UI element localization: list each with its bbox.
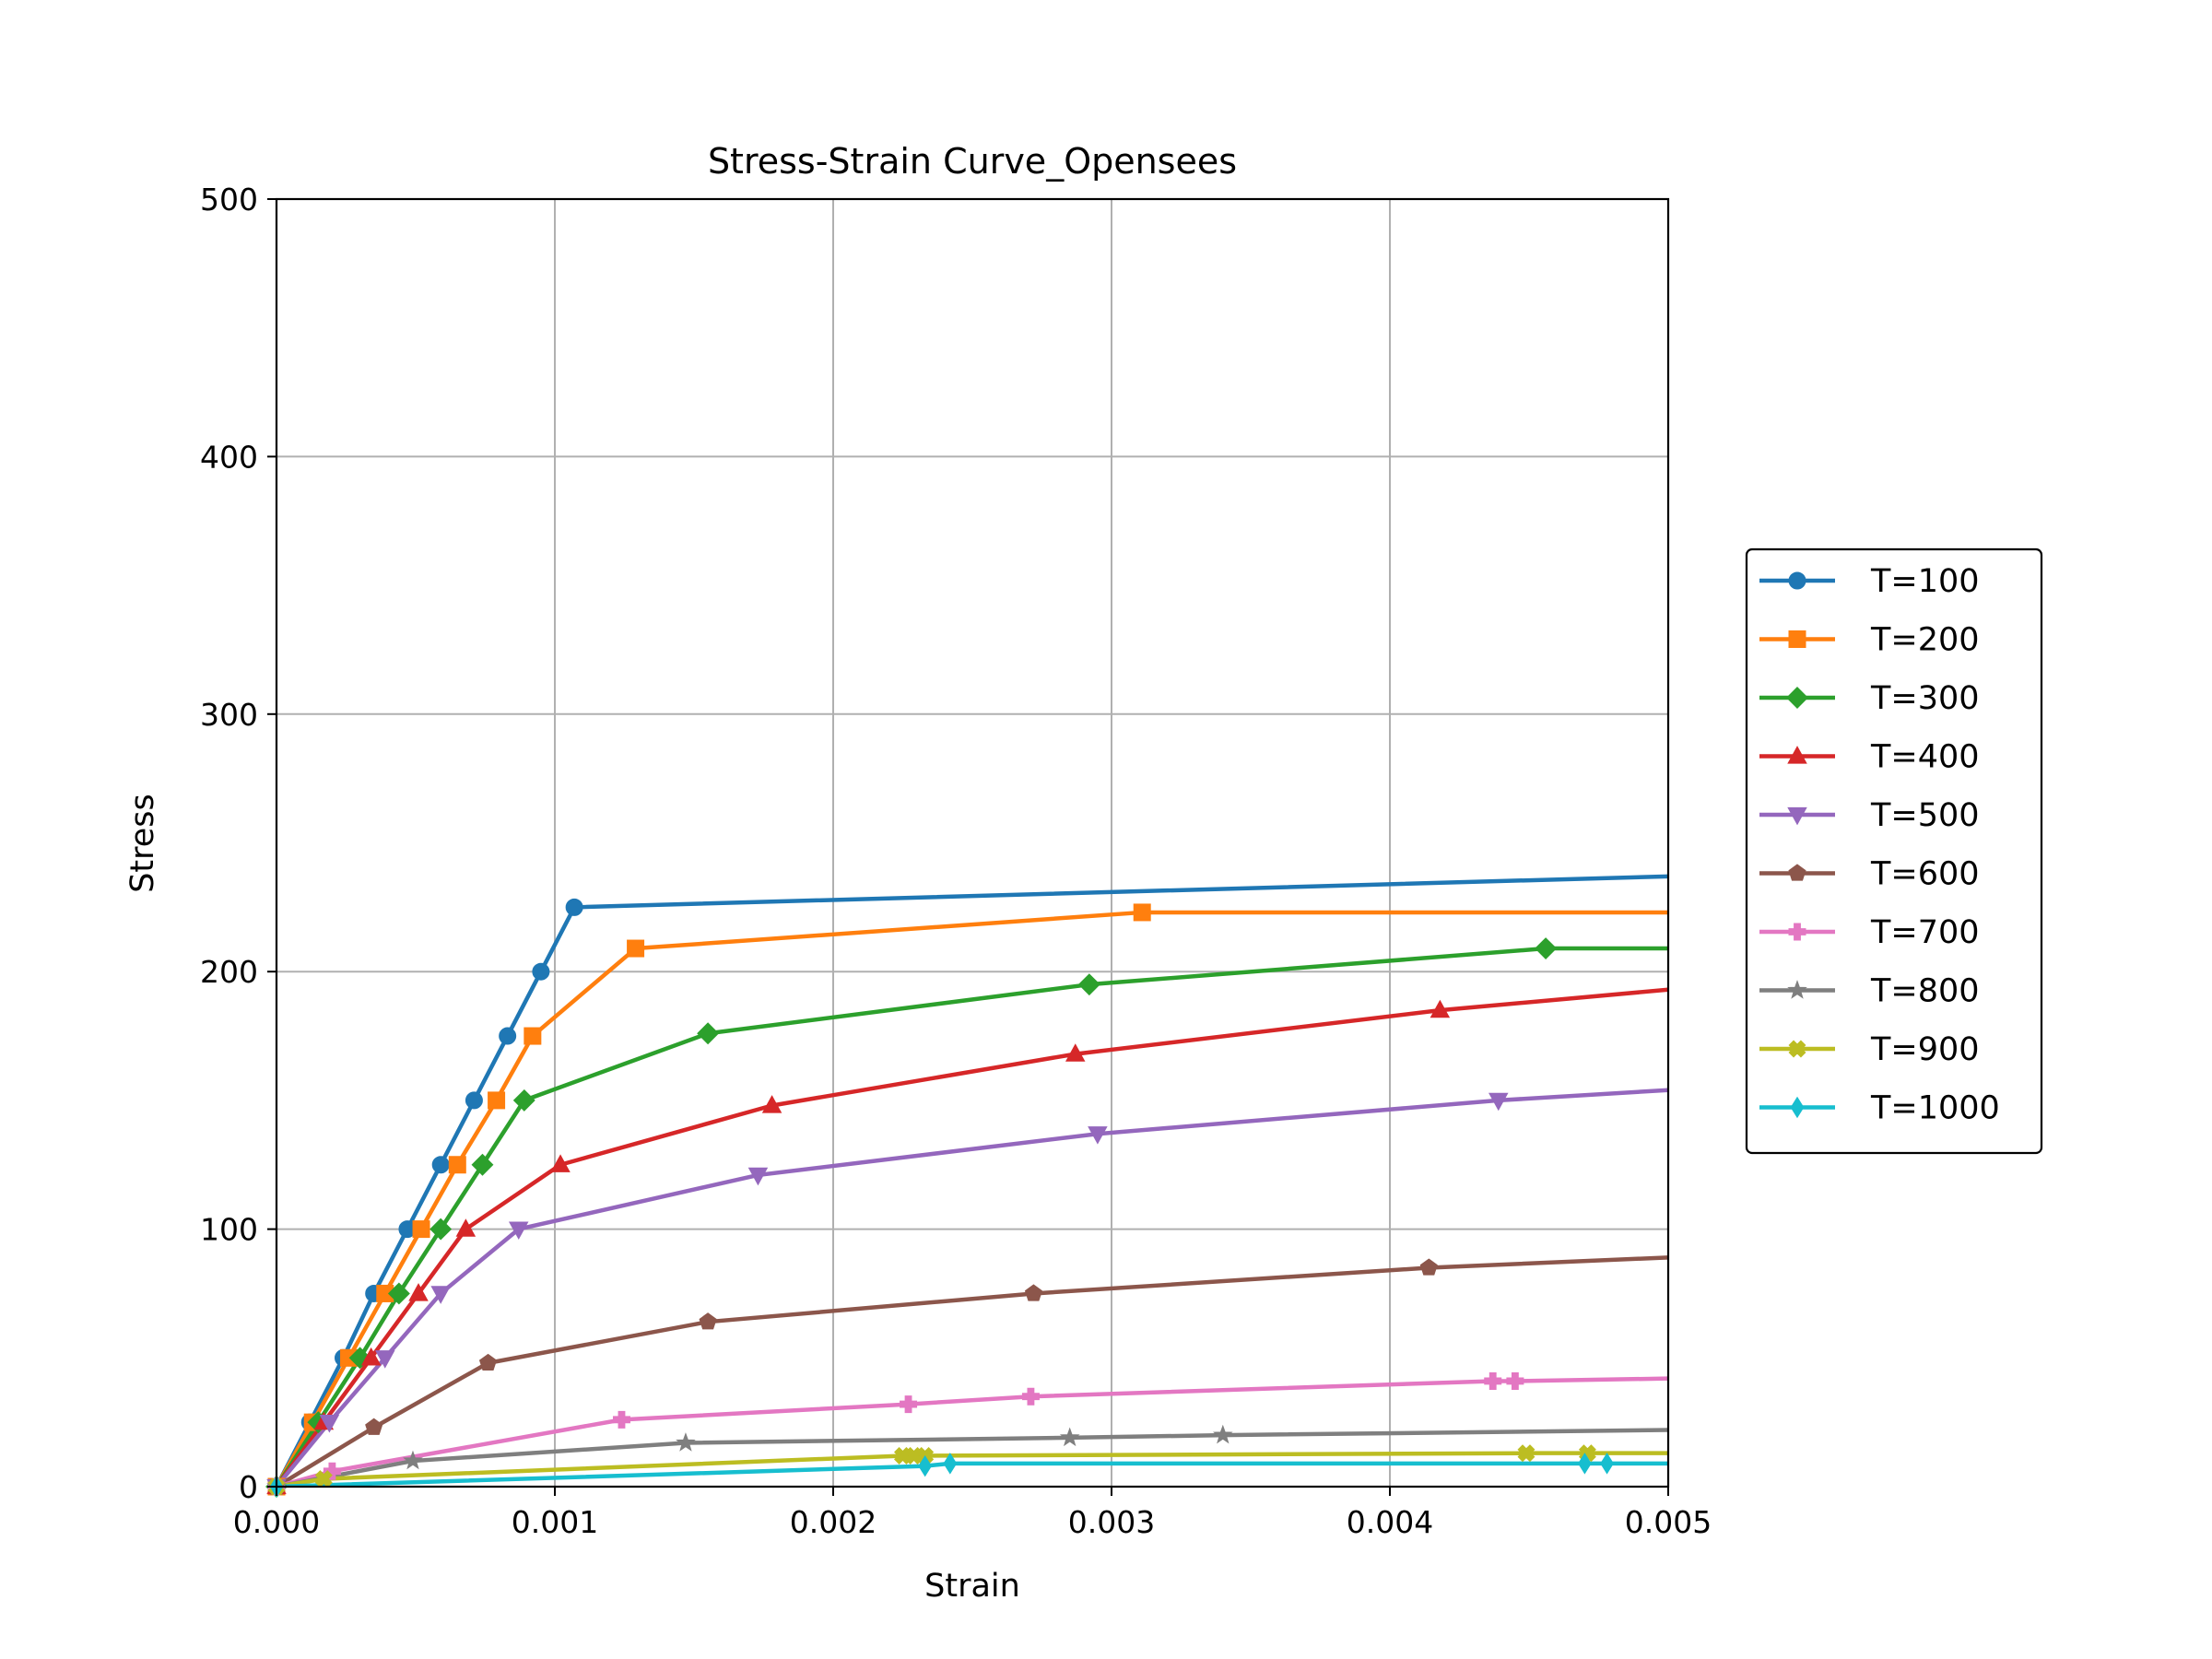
x-tick-label: 0.000 xyxy=(233,1504,320,1540)
data-point xyxy=(612,1410,630,1429)
legend-frame xyxy=(1745,547,2043,1155)
y-tick-label: 0 xyxy=(239,1469,258,1505)
data-point xyxy=(699,1312,717,1330)
legend-label: T=700 xyxy=(1870,914,1980,951)
x-tick-label: 0.003 xyxy=(1068,1504,1155,1540)
legend-label: T=800 xyxy=(1870,973,1980,1010)
data-point xyxy=(387,1282,410,1305)
series-line-t-1000 xyxy=(276,1461,1668,1487)
data-point xyxy=(429,1218,453,1241)
series-line-t-800 xyxy=(276,1428,1668,1487)
legend-label: T=1000 xyxy=(1870,1090,2000,1127)
data-point xyxy=(1212,1424,1233,1444)
legend-marker xyxy=(1787,746,1807,764)
data-point xyxy=(1488,1092,1509,1112)
data-point xyxy=(1088,1126,1108,1145)
data-point xyxy=(465,1091,483,1110)
x-tick-label: 0.002 xyxy=(790,1504,877,1540)
legend-marker xyxy=(1788,923,1806,941)
data-point xyxy=(697,1022,720,1045)
legend-label: T=400 xyxy=(1870,739,1980,776)
y-axis-label: Stress xyxy=(124,794,161,893)
legend-marker xyxy=(1787,806,1807,826)
data-point xyxy=(1517,1444,1535,1463)
y-axis-ticks: 0 100 200 300 400 500 xyxy=(200,182,276,1505)
data-point xyxy=(323,1462,341,1480)
y-tick-label: 400 xyxy=(200,439,258,475)
y-tick-label: 100 xyxy=(200,1212,258,1248)
legend-marker xyxy=(1790,1096,1805,1119)
data-point xyxy=(499,1027,517,1045)
plot-frame xyxy=(275,197,1670,1488)
data-point xyxy=(1535,937,1558,960)
legend-label: T=200 xyxy=(1870,622,1980,659)
data-point xyxy=(1133,903,1151,922)
data-point xyxy=(627,939,645,958)
data-point xyxy=(676,1432,696,1452)
data-point xyxy=(1600,1453,1614,1475)
data-point xyxy=(918,1454,932,1477)
data-point xyxy=(478,1353,498,1371)
x-axis-ticks: 0.000 0.001 0.002 0.003 0.004 0.005 xyxy=(233,1487,1712,1540)
legend-label: T=300 xyxy=(1870,680,1980,717)
data-point xyxy=(943,1453,958,1475)
data-point xyxy=(431,1156,450,1174)
x-tick-label: 0.005 xyxy=(1625,1504,1712,1540)
legend-marker xyxy=(1788,1040,1806,1058)
legend-label: T=500 xyxy=(1870,797,1980,834)
legend-marker xyxy=(1786,687,1808,709)
y-tick-label: 300 xyxy=(200,697,258,733)
data-point xyxy=(761,1095,782,1113)
data-point xyxy=(524,1027,542,1045)
data-point xyxy=(375,1350,395,1369)
data-point xyxy=(403,1450,423,1470)
data-point xyxy=(900,1395,918,1414)
data-point xyxy=(550,1154,571,1172)
legend-marker xyxy=(1788,571,1806,590)
data-point xyxy=(408,1283,429,1301)
y-tick-label: 500 xyxy=(200,182,258,218)
data-point xyxy=(455,1218,477,1237)
data-point xyxy=(1024,1284,1043,1301)
data-point xyxy=(1484,1371,1502,1390)
legend: T=100 T=200 T=300 T=400 T=500 T=600 T=700 T=800… xyxy=(1745,547,2043,1155)
data-point xyxy=(319,1415,340,1433)
data-point xyxy=(365,1418,383,1435)
y-tick-label: 200 xyxy=(200,954,258,990)
data-point xyxy=(565,898,583,916)
data-point xyxy=(1077,973,1100,996)
grid-lines xyxy=(276,198,1669,1488)
legend-marker xyxy=(1788,630,1806,648)
data-point xyxy=(1578,1453,1592,1475)
data-point xyxy=(508,1221,529,1240)
data-point xyxy=(430,1286,451,1304)
data-point xyxy=(471,1153,494,1176)
data-point xyxy=(1059,1427,1080,1447)
data-point xyxy=(360,1347,382,1366)
legend-label: T=600 xyxy=(1870,856,1980,893)
data-point xyxy=(412,1220,430,1239)
data-point xyxy=(1430,999,1451,1018)
legend-label: T=100 xyxy=(1870,563,1980,600)
data-point xyxy=(532,962,550,981)
data-point xyxy=(1065,1043,1086,1062)
x-axis-label: Strain xyxy=(924,1568,1020,1605)
legend-marker xyxy=(1788,864,1806,881)
series-line-t-400 xyxy=(276,987,1668,1487)
legend-label: T=900 xyxy=(1870,1031,1980,1068)
data-point xyxy=(1021,1387,1040,1406)
x-tick-label: 0.001 xyxy=(512,1504,598,1540)
data-point xyxy=(512,1088,535,1112)
data-point xyxy=(1506,1371,1524,1390)
series-line-t-900 xyxy=(276,1451,1668,1487)
chart-title: Stress-Strain Curve_Opensees xyxy=(708,141,1237,182)
data-point xyxy=(448,1156,466,1174)
data-point xyxy=(488,1091,506,1110)
data-point xyxy=(1419,1258,1438,1276)
legend-marker xyxy=(1787,980,1807,999)
data-point xyxy=(747,1167,769,1186)
x-tick-label: 0.004 xyxy=(1347,1504,1433,1540)
